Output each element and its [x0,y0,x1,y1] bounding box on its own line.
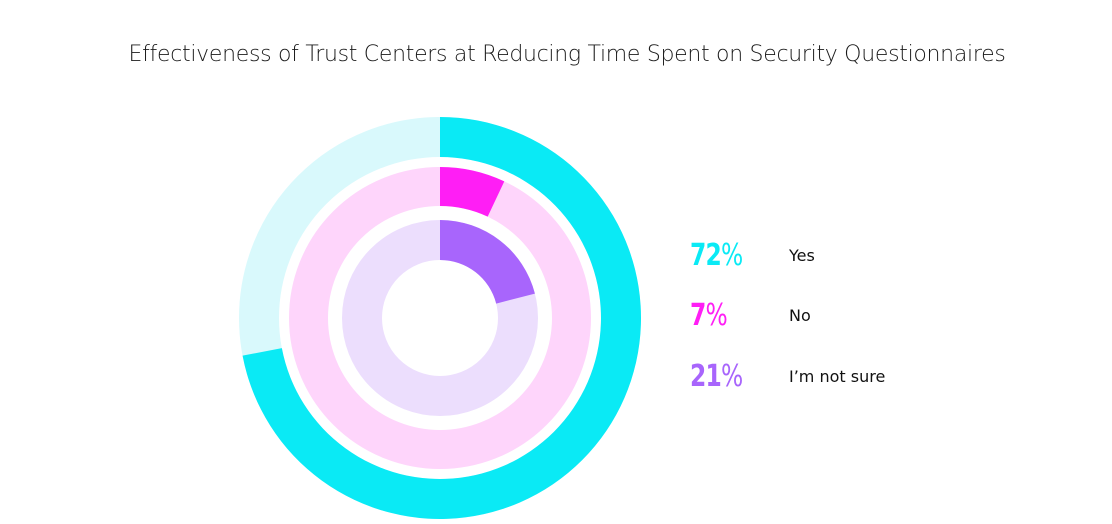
legend-value-no: 7% [690,298,728,333]
legend-value-not-sure: 21% [690,359,743,394]
ring-arc-no [440,167,505,217]
legend-item-not-sure: 21% I’m not sure [690,357,950,397]
legend-label-no: No [789,306,811,325]
legend-label-yes: Yes [789,246,815,265]
legend-label-not-sure: I’m not sure [789,367,886,386]
legend-value-yes: 72% [690,238,743,273]
legend-item-yes: 72% Yes [690,236,950,276]
ring-arc-not-sure [440,220,535,304]
chart-title: Effectiveness of Trust Centers at Reduci… [128,42,1006,67]
legend-item-no: 7% No [690,296,950,336]
